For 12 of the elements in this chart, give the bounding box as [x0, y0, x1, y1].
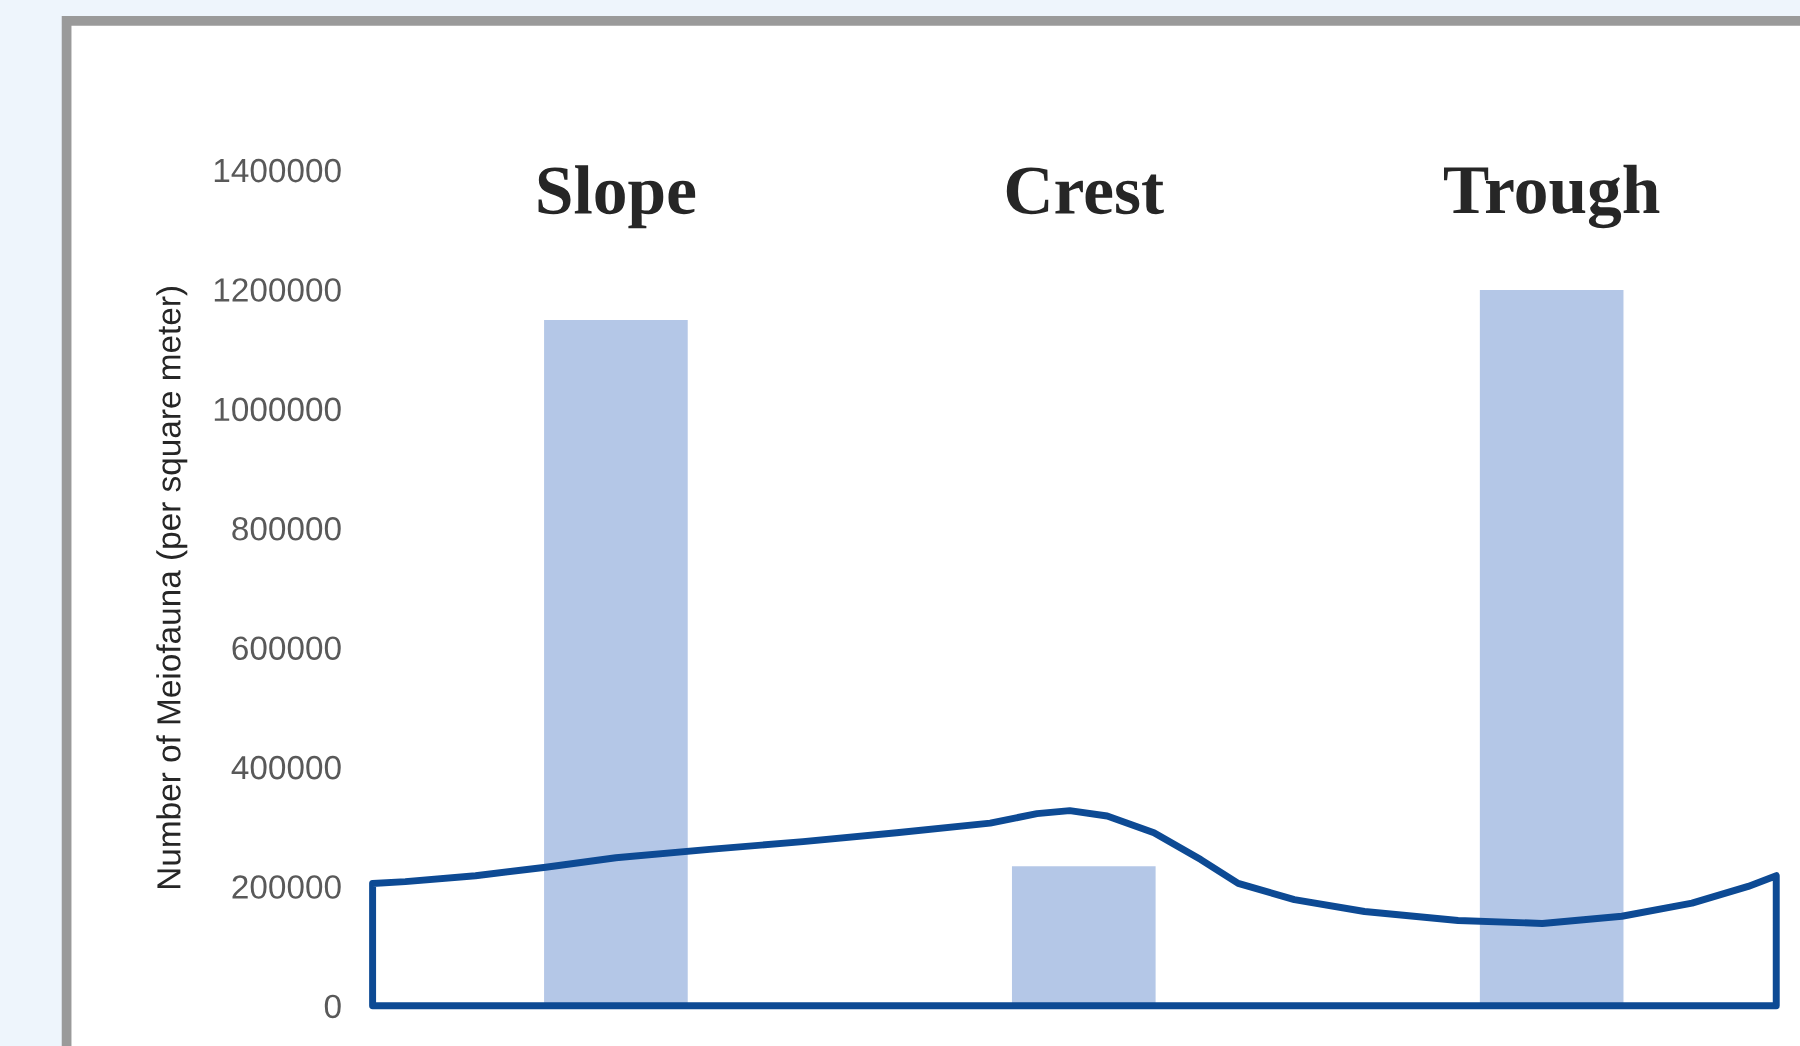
x-tick-label: Crest: [1006, 167, 1164, 215]
y-tick-label: 800000: [232, 517, 341, 541]
y-tick-label: 1400000: [214, 158, 341, 183]
y-axis-title: Number of Meiofauna (per square meter): [156, 287, 188, 889]
y-tick-label: 1200000: [214, 278, 341, 302]
x-tick-label: Trough: [1444, 164, 1660, 229]
y-tick-label: 1000000: [214, 397, 341, 422]
y-tick-label: 200000: [232, 875, 341, 899]
y-tick-label: 0: [324, 994, 341, 1019]
y-tick-label: 400000: [231, 755, 341, 780]
x-tick-label: Slope: [538, 165, 696, 229]
y-tick-label: 600000: [232, 636, 341, 661]
